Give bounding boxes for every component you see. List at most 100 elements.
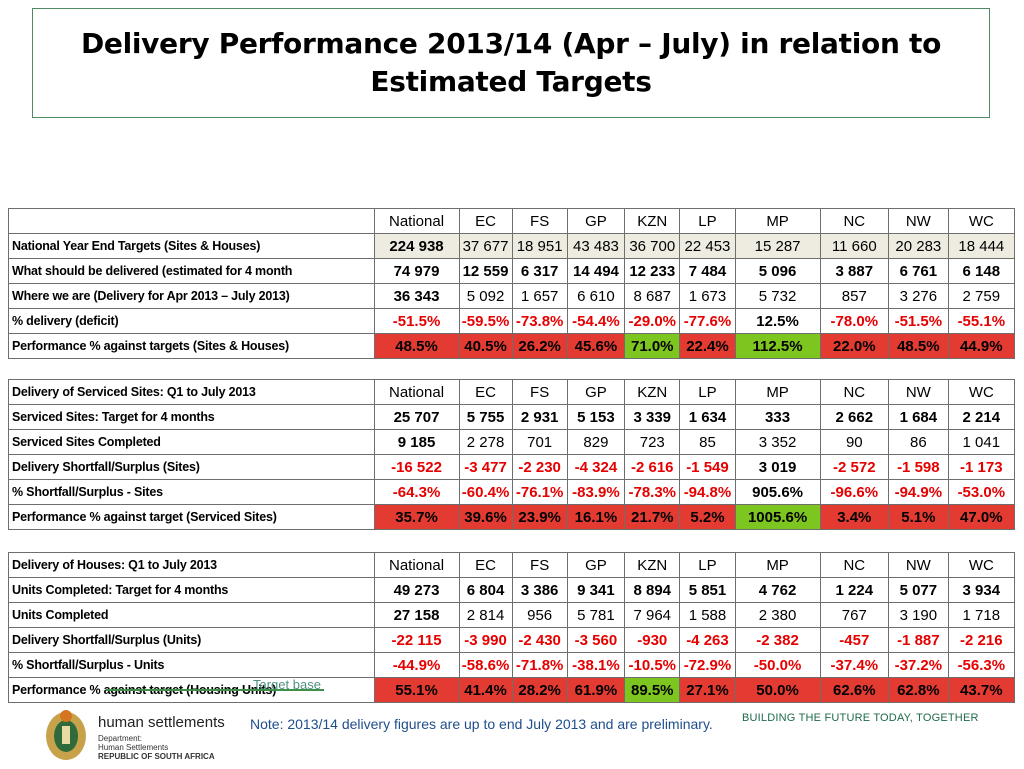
- header-row: Delivery of Houses: Q1 to July 2013 Natio…: [8, 552, 1016, 578]
- data-cell: 28.2%: [511, 677, 568, 703]
- data-cell: 3 352: [734, 429, 821, 455]
- column-header: LP: [679, 379, 736, 405]
- data-cell: 5 077: [888, 577, 949, 603]
- row-label: Performance % against target (Serviced S…: [8, 504, 375, 530]
- table-row: Where we are (Delivery for Apr 2013 – Ju…: [8, 283, 1016, 309]
- data-cell: -55.1%: [947, 308, 1016, 334]
- section-header: [8, 208, 375, 234]
- data-cell: 2 759: [947, 283, 1016, 309]
- houses-table: Delivery of Houses: Q1 to July 2013 Natio…: [8, 552, 1016, 703]
- row-label: National Year End Targets (Sites & House…: [8, 233, 375, 259]
- data-cell: 1 588: [679, 602, 736, 628]
- data-cell: -4 263: [679, 627, 736, 653]
- data-cell: -2 216: [947, 627, 1016, 653]
- data-cell: 2 380: [734, 602, 821, 628]
- data-cell: -44.9%: [373, 652, 460, 678]
- data-cell: 3 339: [624, 404, 681, 430]
- column-header: GP: [566, 552, 626, 578]
- section-header: Delivery of Serviced Sites: Q1 to July 2…: [8, 379, 375, 405]
- data-cell: 3 386: [511, 577, 568, 603]
- data-cell: 89.5%: [624, 677, 681, 703]
- data-cell: 5 092: [458, 283, 513, 309]
- data-cell: 1005.6%: [734, 504, 821, 530]
- data-cell: -1 598: [888, 454, 949, 480]
- row-label: Delivery Shortfall/Surplus (Units): [8, 627, 375, 653]
- data-cell: -51.5%: [373, 308, 460, 334]
- data-cell: 8 687: [624, 283, 681, 309]
- data-cell: 2 931: [511, 404, 568, 430]
- data-cell: 47.0%: [947, 504, 1016, 530]
- data-cell: 767: [819, 602, 890, 628]
- row-label: Units Completed: [8, 602, 375, 628]
- data-cell: 40.5%: [458, 333, 513, 359]
- data-cell: 25 707: [373, 404, 460, 430]
- column-header: FS: [511, 379, 568, 405]
- data-cell: 5 153: [566, 404, 626, 430]
- data-cell: 905.6%: [734, 479, 821, 505]
- table-row: % Shortfall/Surplus - Sites -64.3% -60.4% -…: [8, 479, 1016, 505]
- data-cell: 37 677: [458, 233, 513, 259]
- data-cell: 18 444: [947, 233, 1016, 259]
- data-cell: 49 273: [373, 577, 460, 603]
- column-header: KZN: [624, 379, 681, 405]
- targets-table: National EC FS GP KZN LP MP NC NW WC National Year…: [8, 208, 1016, 359]
- data-cell: -94.9%: [888, 479, 949, 505]
- column-header: NC: [819, 208, 890, 234]
- data-cell: 85: [679, 429, 736, 455]
- table-row: % delivery (deficit) -51.5% -59.5% -73.8% -5…: [8, 308, 1016, 334]
- data-cell: 6 610: [566, 283, 626, 309]
- data-cell: 5 851: [679, 577, 736, 603]
- footnote: Note: 2013/14 delivery figures are up to…: [250, 716, 713, 732]
- column-header: EC: [458, 379, 513, 405]
- data-cell: 3.4%: [819, 504, 890, 530]
- data-cell: 27 158: [373, 602, 460, 628]
- data-cell: 90: [819, 429, 890, 455]
- data-cell: 2 662: [819, 404, 890, 430]
- data-cell: 14 494: [566, 258, 626, 284]
- data-cell: 6 804: [458, 577, 513, 603]
- data-cell: 2 214: [947, 404, 1016, 430]
- data-cell: 5 755: [458, 404, 513, 430]
- data-cell: 701: [511, 429, 568, 455]
- data-cell: 5 096: [734, 258, 821, 284]
- data-cell: -72.9%: [679, 652, 736, 678]
- data-cell: -2 382: [734, 627, 821, 653]
- data-cell: 21.7%: [624, 504, 681, 530]
- data-cell: -457: [819, 627, 890, 653]
- data-cell: 35.7%: [373, 504, 460, 530]
- row-label: Units Completed: Target for 4 months: [8, 577, 375, 603]
- data-cell: 15 287: [734, 233, 821, 259]
- row-label: Performance % against targets (Sites & H…: [8, 333, 375, 359]
- column-header: National: [373, 208, 460, 234]
- data-cell: 9 185: [373, 429, 460, 455]
- data-cell: 45.6%: [566, 333, 626, 359]
- data-cell: 41.4%: [458, 677, 513, 703]
- data-cell: 4 762: [734, 577, 821, 603]
- header-row: Delivery of Serviced Sites: Q1 to July 2…: [8, 379, 1016, 405]
- data-cell: 86: [888, 429, 949, 455]
- table-row: Performance % against target (Housing Un…: [8, 677, 1016, 703]
- data-cell: -60.4%: [458, 479, 513, 505]
- column-header: FS: [511, 552, 568, 578]
- data-cell: -77.6%: [679, 308, 736, 334]
- section-header: Delivery of Houses: Q1 to July 2013: [8, 552, 375, 578]
- data-cell: 43 483: [566, 233, 626, 259]
- column-header: LP: [679, 552, 736, 578]
- data-cell: -2 572: [819, 454, 890, 480]
- column-header: NW: [888, 552, 949, 578]
- data-cell: 3 190: [888, 602, 949, 628]
- row-label: % delivery (deficit): [8, 308, 375, 334]
- page-title: Delivery Performance 2013/14 (Apr – July…: [80, 27, 942, 98]
- data-cell: 723: [624, 429, 681, 455]
- row-label: Serviced Sites Completed: [8, 429, 375, 455]
- table-row: % Shortfall/Surplus - Units -44.9% -58.6% -…: [8, 652, 1016, 678]
- data-cell: 2 814: [458, 602, 513, 628]
- header-row: National EC FS GP KZN LP MP NC NW WC: [8, 208, 1016, 234]
- table-row: Performance % against target (Serviced S…: [8, 504, 1016, 530]
- data-cell: 12.5%: [734, 308, 821, 334]
- data-cell: 2 278: [458, 429, 513, 455]
- column-header: KZN: [624, 552, 681, 578]
- data-cell: -2 230: [511, 454, 568, 480]
- data-cell: 61.9%: [566, 677, 626, 703]
- data-cell: 71.0%: [624, 333, 681, 359]
